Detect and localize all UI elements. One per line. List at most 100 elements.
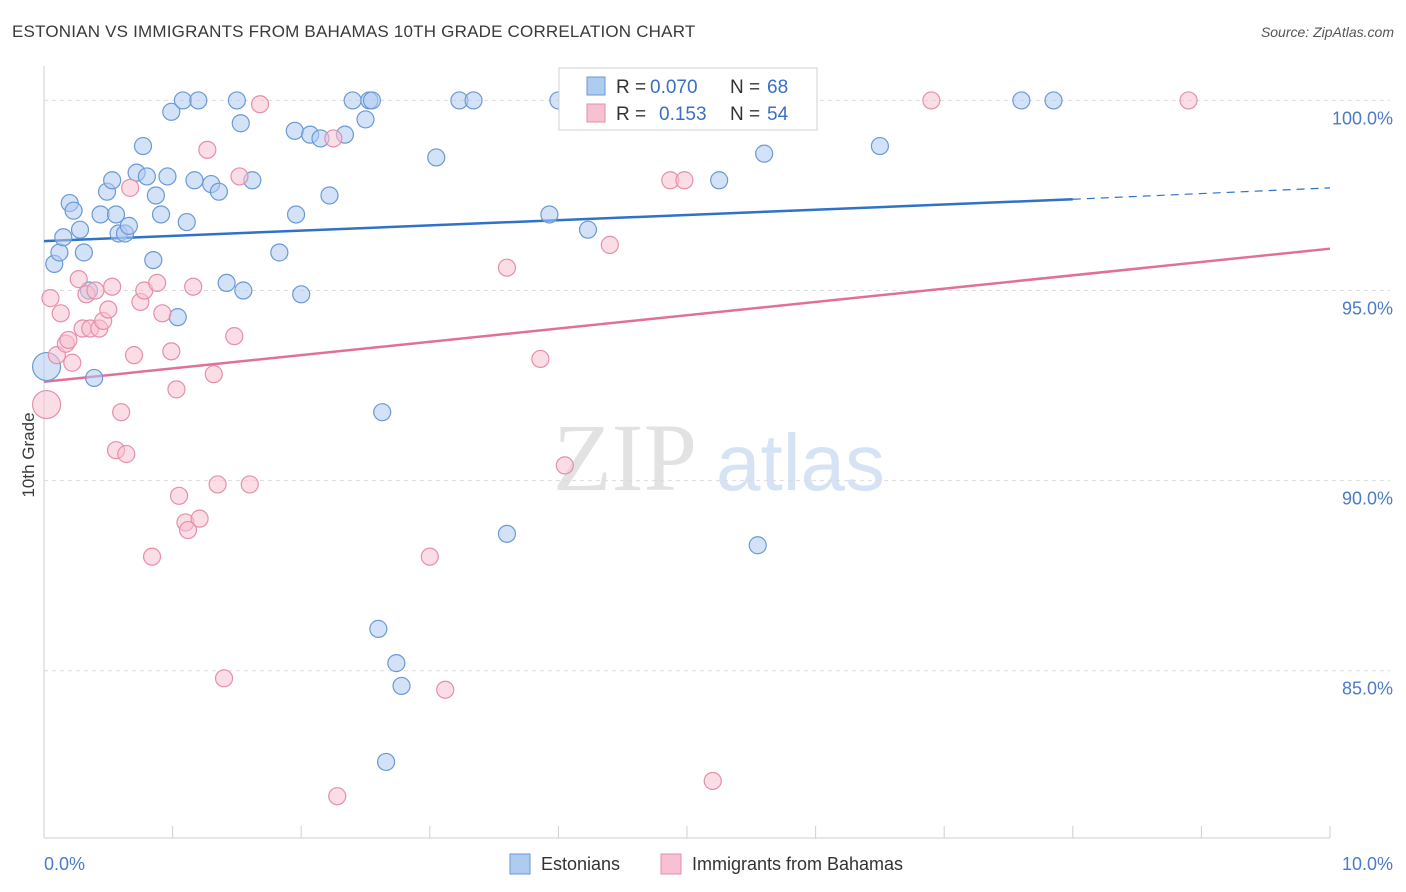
bahamas-point <box>675 171 694 190</box>
estonians-point <box>177 212 196 232</box>
bahamas-point <box>31 389 62 420</box>
estonians-point <box>189 91 208 110</box>
bahamas-point <box>112 403 131 422</box>
legend-r-label: R = <box>616 77 646 98</box>
estonians-point <box>497 524 517 543</box>
legend-r-value: 0.070 <box>650 77 698 98</box>
estonians-point <box>578 220 598 239</box>
estonians-point <box>227 91 246 110</box>
legend-swatch-estonians <box>586 76 606 96</box>
grid-lines <box>44 99 1390 672</box>
bahamas-point <box>148 273 167 293</box>
legend-swatch-estonians <box>509 853 531 875</box>
estonians-point <box>870 136 890 156</box>
bahamas-point <box>703 771 722 791</box>
legend-n-value: 68 <box>767 77 788 98</box>
bahamas-point <box>162 342 181 361</box>
estonians-trend-line <box>43 198 1073 243</box>
bahamas-point <box>208 475 227 494</box>
bahamas-point <box>497 258 517 277</box>
bahamas-point <box>240 475 259 494</box>
estonians-point <box>387 654 406 673</box>
bahamas-point <box>142 547 162 566</box>
estonians-point <box>356 110 375 129</box>
estonians-point <box>54 228 73 247</box>
estonians-point <box>144 250 163 270</box>
bahamas-point <box>324 129 343 148</box>
legend-n-label: N = <box>730 77 760 98</box>
legend-n-label: N = <box>730 104 760 125</box>
bahamas-point <box>531 349 550 369</box>
bahamas-point <box>250 95 270 114</box>
estonians-point <box>343 91 362 110</box>
estonians-point <box>231 114 250 133</box>
correlation-legend: R = 0.070 N = 68 R = 0.153 N = 54 <box>558 67 818 131</box>
estonians-point <box>50 243 69 262</box>
estonians-point <box>376 752 396 772</box>
trend-lines <box>43 187 1331 384</box>
estonians-point <box>151 205 171 224</box>
tick-labels: 85.0% 90.0% 95.0% 100.0% 0.0% 10.0% <box>44 108 1393 874</box>
bahamas-point <box>124 346 144 365</box>
estonians-point <box>158 167 177 186</box>
estonians-point <box>106 205 126 224</box>
estonians-point <box>185 171 204 190</box>
estonians-point <box>286 205 306 224</box>
y-tick-label: 85.0% <box>1342 679 1393 699</box>
bahamas-point <box>204 365 223 384</box>
estonians-point <box>369 619 388 638</box>
estonians-point <box>234 281 253 300</box>
estonians-point <box>91 205 110 224</box>
estonians-point <box>755 144 774 163</box>
estonians-point <box>748 536 767 555</box>
bahamas-point <box>214 669 234 688</box>
bahamas-point <box>1179 91 1198 110</box>
bahamas-point <box>328 787 347 806</box>
estonians-point <box>362 91 382 110</box>
bahamas-point <box>59 330 78 350</box>
estonians-point <box>373 403 392 422</box>
legend-estonians-label: Estonians <box>541 854 620 874</box>
bahamas-point <box>51 304 70 323</box>
bahamas-point <box>86 281 105 300</box>
bahamas-point <box>103 277 122 296</box>
bahamas-point <box>121 178 140 197</box>
estonians-point <box>285 121 304 140</box>
bahamas-point <box>225 327 244 346</box>
bahamas-point <box>69 270 88 289</box>
estonians-point <box>710 171 729 190</box>
estonians-point <box>173 91 192 110</box>
estonians-point <box>168 308 187 327</box>
series-legend: Estonians Immigrants from Bahamas <box>509 853 903 875</box>
legend-swatch-bahamas <box>660 853 682 875</box>
estonians-point <box>270 243 289 262</box>
estonians-point <box>1012 91 1031 110</box>
bahamas-point <box>436 680 455 699</box>
bahamas-point <box>190 509 209 528</box>
estonians-point <box>209 182 228 201</box>
bahamas-point <box>555 456 574 475</box>
estonians-point <box>119 216 138 235</box>
estonians-point <box>64 201 83 220</box>
bahamas-point <box>63 353 82 372</box>
estonians-point <box>162 102 181 121</box>
y-tick-label: 100.0% <box>1332 108 1393 128</box>
y-axis-label: 10th Grade <box>19 412 38 497</box>
bahamas-point <box>41 289 60 308</box>
estonians-point <box>427 148 446 167</box>
bahamas-point <box>198 140 217 159</box>
estonians-trend-extension <box>1072 187 1331 200</box>
estonians-point <box>217 273 236 293</box>
axes <box>43 66 1331 839</box>
estonians-point <box>103 171 122 190</box>
estonians-point <box>137 167 156 186</box>
estonians-point <box>1044 91 1063 110</box>
bahamas-trend-line <box>43 247 1331 384</box>
legend-swatch-bahamas <box>586 103 606 123</box>
estonians-point <box>146 186 165 205</box>
source-label: Source: ZipAtlas.com <box>1260 24 1394 40</box>
estonians-point <box>85 368 104 388</box>
bahamas-point <box>178 520 198 540</box>
bahamas-point <box>117 444 136 464</box>
